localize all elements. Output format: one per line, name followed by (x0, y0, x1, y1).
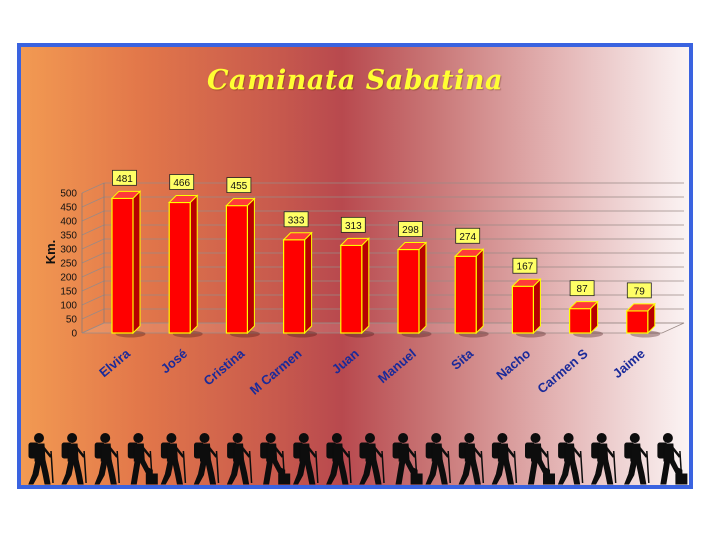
gridline-side (81, 182, 105, 194)
hiker-silhouettes (28, 433, 688, 485)
data-label-box (512, 257, 538, 274)
data-label: 79 (634, 286, 646, 297)
gridline-side (81, 308, 105, 320)
hiker-silhouette-icon (260, 433, 291, 485)
hiker-silhouette-icon (359, 433, 385, 485)
y-tick-label: 350 (60, 231, 77, 242)
hiker-silhouette-icon (61, 433, 87, 485)
bar-chart: 050100150200250300350400450500Km.481Elvi… (43, 169, 685, 398)
bar-top (511, 278, 542, 287)
hiker-silhouette-icon (28, 433, 54, 485)
bar-top (568, 301, 599, 310)
y-tick-label: 100 (60, 301, 77, 312)
hiker-silhouette-icon (491, 433, 518, 485)
bar-top (167, 195, 199, 204)
data-label-box (569, 280, 595, 297)
data-label-box (169, 174, 195, 190)
gridline-side (81, 294, 105, 306)
data-label: 167 (517, 262, 534, 273)
data-label: 455 (231, 181, 248, 192)
gridline-side (81, 238, 105, 250)
bar-top (339, 237, 371, 246)
hiker-silhouette-icon (94, 433, 120, 485)
data-label: 333 (288, 215, 305, 226)
hiker-silhouette-icon (557, 433, 584, 485)
y-tick-label: 400 (60, 217, 77, 228)
data-label-box (398, 221, 423, 237)
data-label: 313 (345, 221, 362, 232)
hiker-silhouette-icon (425, 433, 451, 485)
hiker-silhouette-icon (193, 433, 220, 485)
data-label-box (455, 227, 481, 244)
bar-top (110, 190, 142, 199)
hiker-silhouette-icon (226, 433, 253, 485)
gridline-side (81, 280, 105, 292)
y-tick-label: 250 (60, 259, 77, 270)
hiker-silhouette-icon (458, 433, 485, 485)
bar-top (453, 248, 485, 257)
data-label: 481 (116, 174, 133, 185)
bar-top (282, 232, 313, 241)
bar-top (225, 198, 256, 207)
hiker-silhouette-icon (326, 433, 352, 485)
y-tick-label: 0 (71, 329, 77, 340)
chart-title: Caminata Sabatina (206, 65, 504, 96)
y-tick-label: 150 (60, 287, 77, 298)
hiker-silhouette-icon (392, 433, 423, 485)
hiker-silhouette-icon (657, 433, 688, 485)
y-tick-label: 450 (60, 203, 77, 214)
hiker-silhouette-icon (525, 433, 555, 485)
data-label: 274 (459, 232, 476, 243)
y-tick-label: 500 (60, 189, 77, 200)
hiker-silhouette-icon (293, 433, 319, 485)
y-tick-label: 200 (60, 273, 77, 284)
hiker-silhouette-icon (127, 433, 158, 485)
data-label-box (340, 216, 366, 233)
hiker-silhouette-icon (624, 433, 650, 485)
gridline-side (81, 196, 105, 208)
gridline-side (81, 252, 105, 264)
gridline-side (81, 210, 105, 222)
data-label: 87 (577, 284, 589, 295)
hiker-silhouette-icon (590, 433, 617, 485)
hiker-silhouette-icon (160, 433, 187, 485)
y-axis-label: Km. (43, 240, 58, 265)
data-label-box (283, 211, 309, 228)
gridline-side (81, 266, 105, 278)
chart-frame: Caminata Sabatina 0 50 100 150 200 250 300 350 4… (17, 43, 693, 489)
y-tick-label: 300 (60, 245, 77, 256)
data-label: 298 (402, 225, 419, 236)
bar-top (396, 242, 428, 251)
y-tick-label: 50 (66, 315, 78, 326)
bar-top (625, 303, 657, 312)
data-label-box (626, 282, 652, 299)
gridline-side (81, 224, 105, 236)
data-label-box (112, 169, 137, 186)
data-label: 466 (173, 178, 190, 189)
data-label-box (226, 177, 252, 194)
